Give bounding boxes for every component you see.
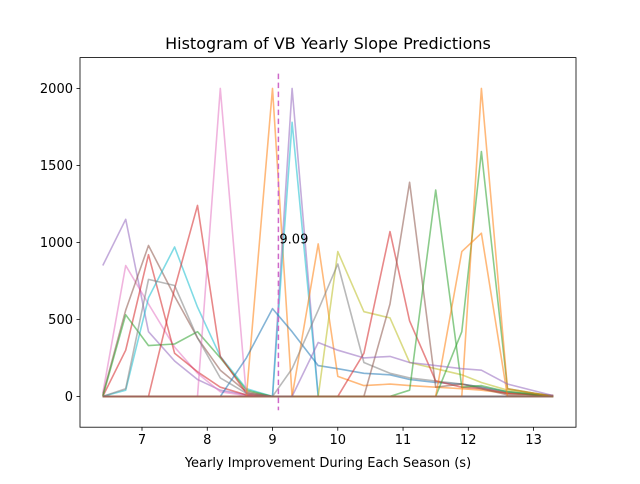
x-tick-label: 10 — [330, 433, 347, 448]
x-axis: 7 8 9 10 11 12 13 — [138, 427, 542, 448]
y-axis: 0 500 1000 1500 2000 — [40, 82, 80, 405]
y-tick-label: 500 — [48, 313, 73, 328]
x-tick-label: 9 — [268, 433, 276, 448]
y-tick-label: 1500 — [40, 159, 73, 174]
y-tick-label: 1000 — [40, 236, 73, 251]
x-tick-label: 13 — [525, 433, 542, 448]
mean-annotation: 9.09 — [279, 232, 308, 247]
series-layer — [102, 87, 554, 398]
x-tick-label: 11 — [395, 433, 412, 448]
x-tick-label: 7 — [138, 433, 146, 448]
y-tick-label: 0 — [65, 390, 73, 405]
x-tick-label: 12 — [460, 433, 477, 448]
chart-title: Histogram of VB Yearly Slope Predictions — [165, 34, 491, 53]
x-tick-label: 8 — [203, 433, 211, 448]
x-axis-label: Yearly Improvement During Each Season (s… — [184, 456, 471, 471]
y-tick-label: 2000 — [40, 82, 73, 97]
